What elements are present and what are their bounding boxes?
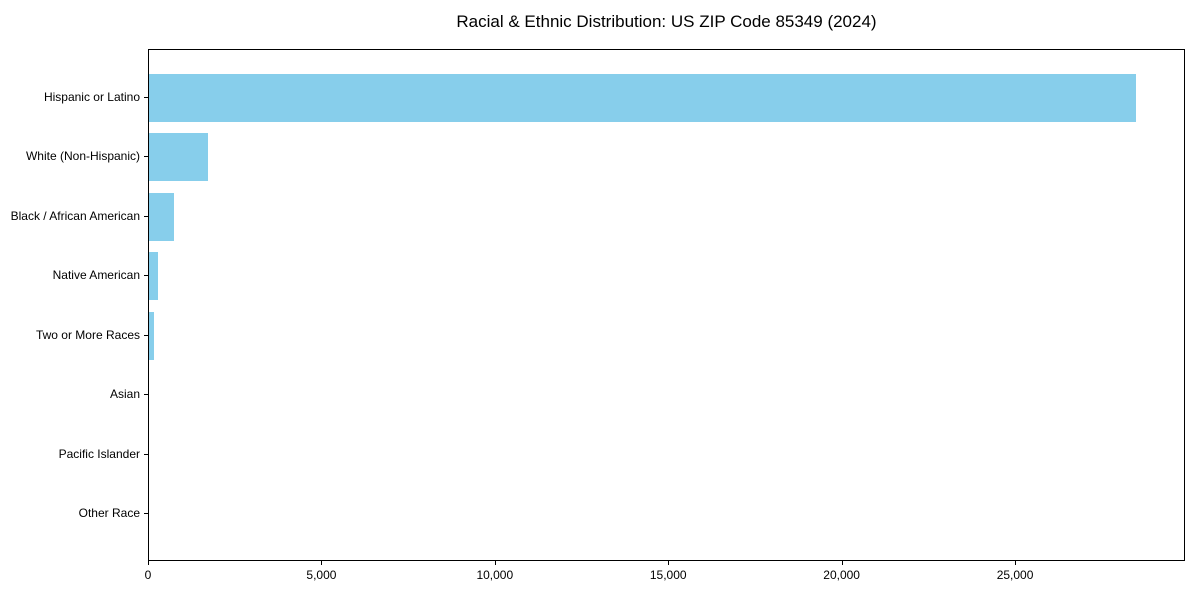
x-tick-label: 25,000 xyxy=(996,568,1034,582)
y-tick-mark xyxy=(144,453,148,455)
y-tick-label: Native American xyxy=(52,268,140,283)
y-tick-mark xyxy=(144,156,148,158)
y-tick-mark xyxy=(144,513,148,514)
plot-area xyxy=(148,49,1185,561)
x-tick-mark xyxy=(1015,561,1017,565)
y-tick-label: Pacific Islander xyxy=(58,446,140,461)
x-tick-label: 10,000 xyxy=(476,568,514,582)
y-tick-label: Asian xyxy=(109,387,140,402)
bar-white-non-hispanic xyxy=(149,133,208,182)
bar-hispanic-or-latino xyxy=(149,74,1136,122)
x-tick-mark xyxy=(494,561,496,565)
x-tick-label: 5,000 xyxy=(306,568,337,582)
y-tick-mark xyxy=(144,215,148,217)
x-tick-mark xyxy=(841,561,843,565)
y-tick-mark xyxy=(144,394,148,396)
y-tick-mark xyxy=(144,334,148,336)
y-tick-mark xyxy=(144,275,148,277)
bar-black-african-american xyxy=(149,192,174,241)
x-tick-mark xyxy=(148,561,149,565)
x-tick-label: 20,000 xyxy=(823,568,860,582)
y-tick-mark xyxy=(144,97,148,98)
x-tick-mark xyxy=(321,561,323,565)
bar-native-american xyxy=(149,252,158,301)
y-tick-label: Two or More Races xyxy=(35,327,140,342)
y-tick-label: Other Race xyxy=(78,506,140,520)
x-tick-mark xyxy=(668,561,670,565)
y-tick-label: Hispanic or Latino xyxy=(43,90,140,104)
x-tick-label: 0 xyxy=(144,568,152,582)
x-tick-label: 15,000 xyxy=(649,568,687,582)
y-tick-label: Black / African American xyxy=(10,208,140,223)
y-tick-label: White (Non-Hispanic) xyxy=(25,149,140,164)
bar-two-or-more-races xyxy=(149,311,155,360)
chart-title: Racial & Ethnic Distribution: US ZIP Cod… xyxy=(456,12,877,31)
